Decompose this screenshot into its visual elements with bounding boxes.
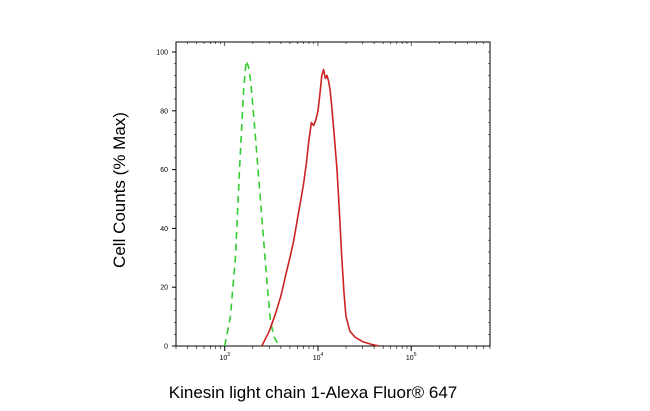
sample-histogram-line [261,68,380,347]
plot-border [175,41,491,347]
y-axis-title: Cell Counts (% Max) [110,112,129,268]
x-axis: 103 104 105 [175,42,491,362]
control-histogram-line [223,59,280,347]
series-layer [223,59,380,347]
y-tick-label: 100 [156,50,168,57]
y-tick-label: 20 [160,285,168,292]
y-axis: 0 20 40 60 80 100 [156,50,490,351]
x-tick-label: 105 [406,352,417,362]
y-tick-label: 0 [164,344,168,351]
x-axis-title: Kinesin light chain 1-Alexa Fluor® 647 [169,383,457,402]
x-tick-label: 104 [313,352,324,362]
y-tick-label: 40 [160,226,168,233]
plot-frame [175,41,491,347]
y-tick-label: 60 [160,167,168,174]
x-tick-label: 103 [219,352,230,362]
y-tick-label: 80 [160,108,168,115]
